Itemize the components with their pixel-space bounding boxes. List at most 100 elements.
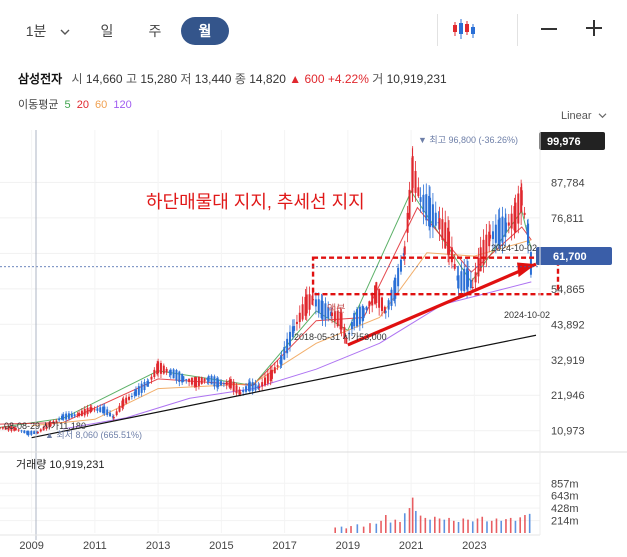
candle-body [157,361,160,374]
candle-body [220,381,223,386]
candle-body [42,426,45,431]
candle-body [258,387,261,389]
volume-bar [448,517,450,533]
volume-bar [438,518,441,533]
current-price-tag [536,247,612,265]
volume-bar [476,518,479,533]
long-term-trendline [31,334,537,439]
candle-body [159,363,162,374]
candle-body [36,432,39,434]
candle-body [321,301,324,320]
ma-line-5 [0,190,532,428]
candle-body [336,310,339,327]
volume-tick-label: 428m [551,503,579,515]
time-axis: 2009 2011 2013 2015 2017 2019 2021 2023 [19,540,486,552]
chart-toolbar: 1분 일 주 월 [0,0,627,58]
candle-body [504,222,507,232]
scale-mode-toggle[interactable]: Linear [561,110,607,122]
candle-body [80,410,83,416]
candle-body [150,376,153,380]
candle-body [89,407,92,413]
candle-body [143,381,146,391]
candle-body [457,275,460,289]
candle-body [106,409,109,416]
candle-body [343,327,346,339]
volume-bar [429,519,431,533]
candle-body [489,234,492,239]
candle-body [229,379,232,389]
volume-bar [419,515,422,533]
candle-body [353,313,356,327]
candle-body [286,338,289,354]
candle-body [507,222,510,226]
chart-overlays [0,256,560,439]
volume-bar [505,519,507,533]
ma-60-label: 60 [95,99,108,111]
right-annotation-2: 2024-10-02 [504,310,550,320]
price-axis: 87,78476,81165,83854,86543,89232,91921,9… [551,177,585,437]
candle-body [206,378,209,381]
candle-body [58,418,61,421]
volume-bar [486,521,488,533]
volume-tick-label: 643m [551,491,579,503]
volume-bar [345,528,348,533]
candle-body [122,399,125,407]
timeframe-day-tab[interactable]: 일 [100,23,114,39]
candle-body [217,379,220,387]
candle-body [49,422,52,427]
candle-body [276,365,279,367]
highlight-price-tag [539,132,605,150]
toolbar-divider [517,14,518,46]
candle-body [245,386,248,392]
plus-icon[interactable] [586,20,602,36]
candle-body [441,219,444,240]
candle-body [308,294,311,310]
volume-bar [452,520,455,533]
y-tick-label: 87,784 [551,177,585,189]
candle-body [324,303,327,320]
candle-body [375,282,378,303]
candle-body [350,322,353,330]
volume-bar [380,520,382,533]
moving-average-legend[interactable]: 이동평균 5 20 60 120 [18,96,132,112]
x-tick-label: 2021 [399,540,423,552]
candle-body [394,277,397,299]
candle-body [26,430,29,435]
price-candles [0,146,532,437]
volume-bar [462,518,465,533]
candle-body [411,156,414,188]
candle-body [450,247,453,263]
candle-body [169,369,172,376]
volume-bar [356,524,359,533]
close-value: 14,820 [249,72,286,86]
candlestick-icon[interactable] [451,16,477,42]
x-tick-label: 2015 [209,540,233,552]
candle-body [280,356,283,365]
candle-body [434,212,437,226]
volume-bar [471,521,474,533]
highlight-price-label: 99,976 [547,136,581,148]
candle-body [111,416,114,418]
x-tick-label: 2011 [83,540,107,552]
candle-body [207,375,210,382]
timeframe-month-tab[interactable]: 월 [181,17,229,45]
candle-body [520,190,523,206]
y-tick-label: 32,919 [551,355,585,367]
candle-body [523,212,526,215]
timeframe-minute-dropdown[interactable]: 1분 [20,17,76,45]
timeframe-week-tab[interactable]: 주 [148,23,162,39]
candle-body [52,421,55,424]
volume-bar [509,517,512,533]
candle-body [99,407,102,413]
candle-body [153,369,156,378]
candle-body [0,427,1,429]
candle-body [291,326,294,338]
candle-body [96,408,99,411]
candle-body [118,405,121,412]
volume-tick-label: 214m [551,516,579,528]
volume-grid [0,482,540,522]
minus-icon[interactable] [541,28,557,30]
candle-body [175,369,178,381]
candle-body [327,307,330,319]
